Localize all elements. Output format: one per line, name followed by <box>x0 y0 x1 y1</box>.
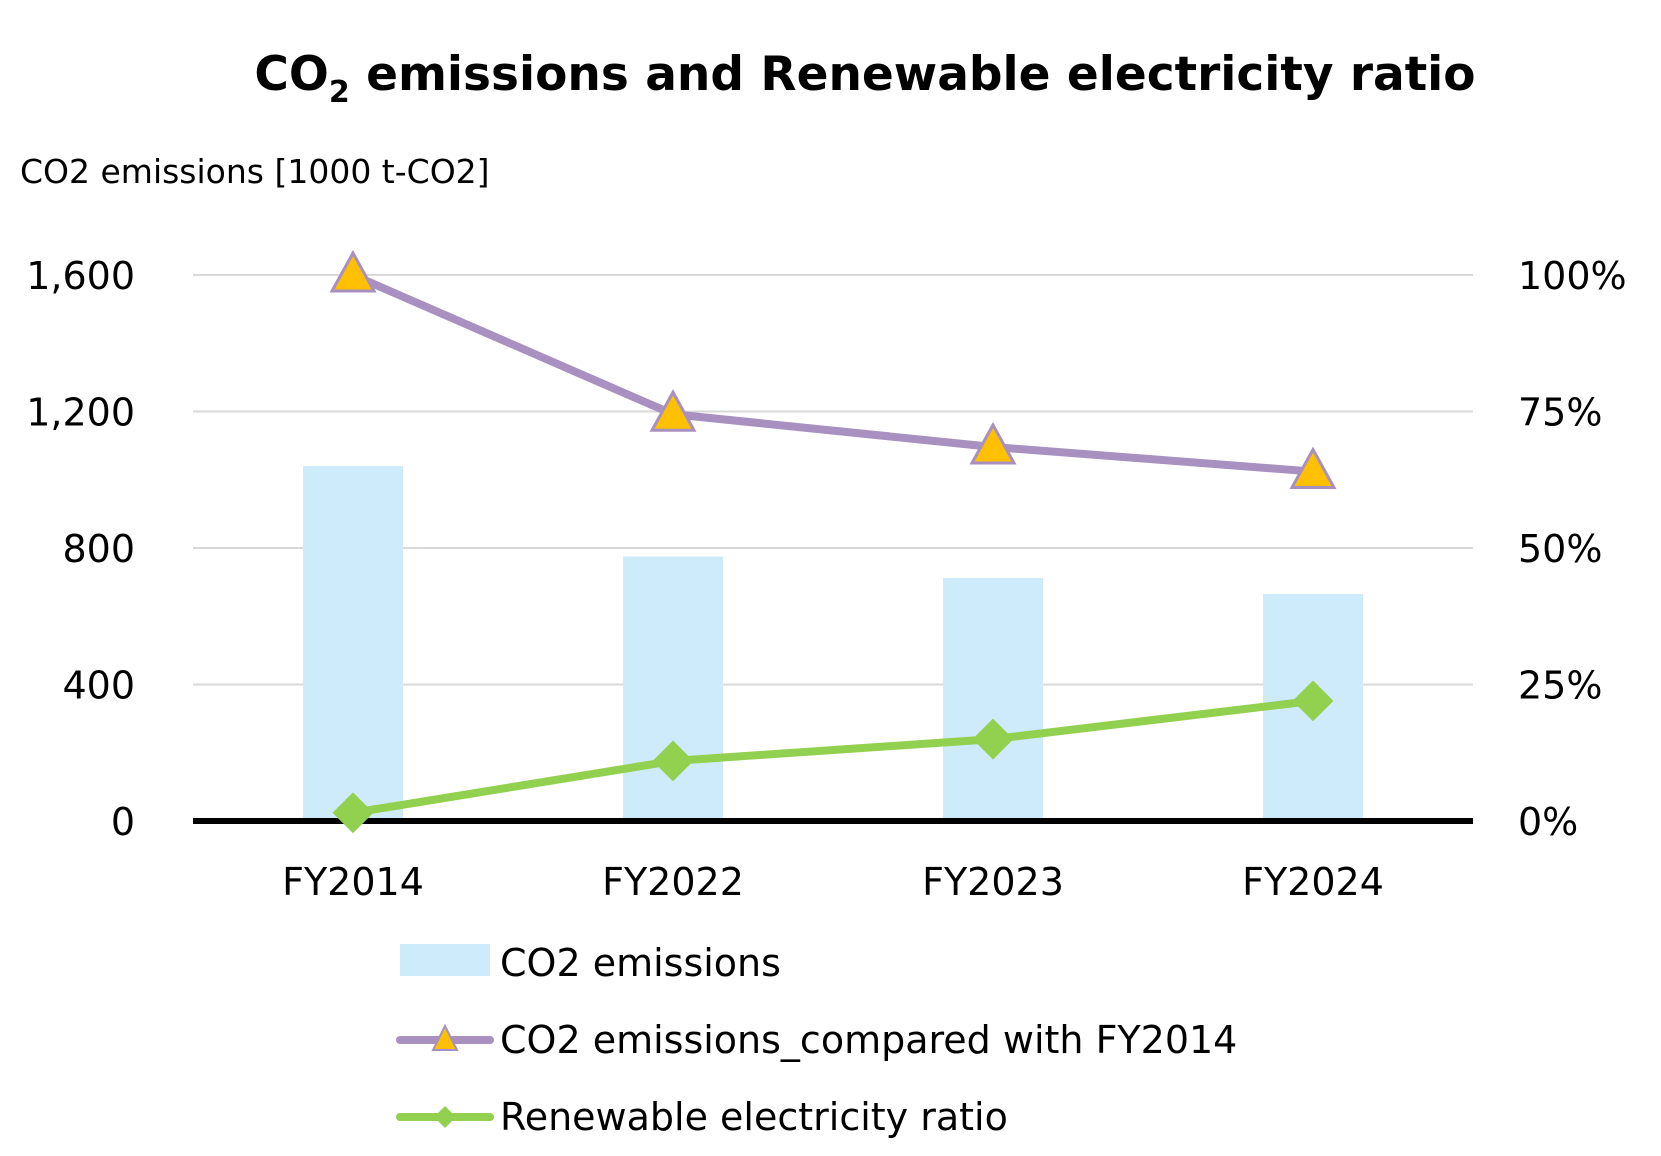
line-point <box>969 421 1017 465</box>
legend-swatch <box>400 944 490 976</box>
line-series <box>329 249 1337 834</box>
line-point <box>1289 446 1337 490</box>
line-point <box>972 718 1014 760</box>
legend: CO2 emissions CO2 emissions_compared with… <box>396 941 1237 1139</box>
y2-tick-label: 75% <box>1518 391 1602 435</box>
bars <box>303 466 1363 821</box>
legend-marker <box>431 1023 459 1051</box>
x-tick-label: FY2024 <box>1242 860 1384 904</box>
bar <box>303 466 403 821</box>
y-tick-label: 1,200 <box>26 391 135 435</box>
y2-axis-ticks: 0% 25% 50% 75% 100% <box>1518 254 1627 844</box>
chart-title: CO2 emissions and Renewable electricity … <box>254 47 1475 110</box>
title-rest: emissions and Renewable electricity rati… <box>350 47 1476 102</box>
x-axis-ticks: FY2014 FY2022 FY2023 FY2024 <box>282 860 1384 904</box>
gridlines <box>193 274 1473 686</box>
series-line <box>351 271 1314 476</box>
line-point <box>649 389 697 432</box>
line-point <box>332 792 374 834</box>
y2-tick-label: 0% <box>1518 800 1578 844</box>
x-tick-label: FY2022 <box>602 860 744 904</box>
title-main: CO <box>254 47 328 102</box>
y-tick-label: 1,600 <box>26 254 135 298</box>
title-subscript: 2 <box>329 75 350 110</box>
y2-tick-label: 100% <box>1518 254 1627 298</box>
legend-marker <box>434 1106 456 1128</box>
line-point <box>652 740 694 782</box>
line-point <box>329 249 377 293</box>
y-tick-label: 800 <box>62 527 135 571</box>
y-axis-ticks: 0 400 800 1,200 1,600 <box>26 254 135 844</box>
series-line <box>352 696 1314 817</box>
legend-label: CO2 emissions <box>500 941 781 985</box>
line-point <box>1292 680 1334 722</box>
x-tick-label: FY2023 <box>922 860 1064 904</box>
x-tick-label: FY2014 <box>282 860 424 904</box>
y-tick-label: 400 <box>62 664 135 708</box>
y2-tick-label: 50% <box>1518 527 1602 571</box>
legend-label: Renewable electricity ratio <box>500 1095 1008 1139</box>
y2-tick-label: 25% <box>1518 664 1602 708</box>
legend-label: CO2 emissions_compared with FY2014 <box>500 1018 1237 1062</box>
y-tick-label: 0 <box>111 800 135 844</box>
y-axis-label: CO2 emissions [1000 t-CO2] <box>20 152 490 191</box>
bar <box>943 578 1043 821</box>
